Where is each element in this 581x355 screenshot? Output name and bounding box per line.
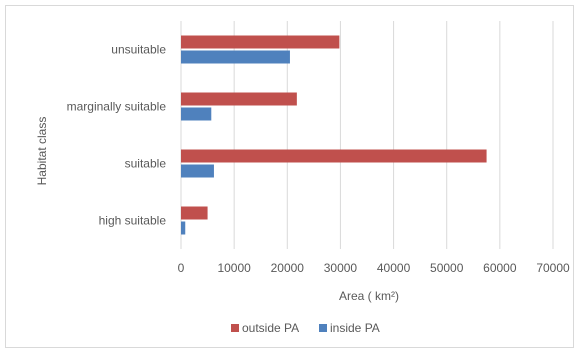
bar-outside-pa [181,35,340,49]
legend-label: inside PA [330,321,380,335]
x-tick-label: 70000 [536,261,570,275]
legend-swatch [231,324,239,332]
x-tick-label: 50000 [430,261,464,275]
category-label: unsuitable [111,43,166,57]
bars [181,35,487,235]
bar-inside-pa [181,50,290,64]
x-tick-label: 20000 [271,261,305,275]
x-axis-label: Area ( km²) [339,289,399,303]
x-tick-label: 40000 [377,261,411,275]
y-axis-label: Habitat class [35,117,49,186]
bar-outside-pa [181,206,208,220]
category-label: high suitable [99,214,167,228]
x-tick-label: 10000 [217,261,251,275]
bar-outside-pa [181,92,297,106]
legend: outside PA inside PA [231,321,380,335]
legend-label: outside PA [242,321,299,335]
bar-outside-pa [181,149,487,163]
bar-chart: high suitable suitable marginally suitable… [35,21,570,335]
legend-swatch [319,324,327,332]
category-label: suitable [125,157,167,171]
x-tick-label: 0 [178,261,185,275]
bar-inside-pa [181,221,186,235]
bar-inside-pa [181,107,212,121]
bar-inside-pa [181,164,214,178]
x-tick-label: 60000 [483,261,517,275]
category-label: marginally suitable [67,100,167,114]
x-tick-labels: 0 10000 20000 30000 40000 50000 60000 70000 [178,261,570,275]
chart-frame: high suitable suitable marginally suitable… [5,5,574,348]
x-tick-label: 30000 [324,261,358,275]
category-labels: high suitable suitable marginally suitable… [67,43,167,228]
